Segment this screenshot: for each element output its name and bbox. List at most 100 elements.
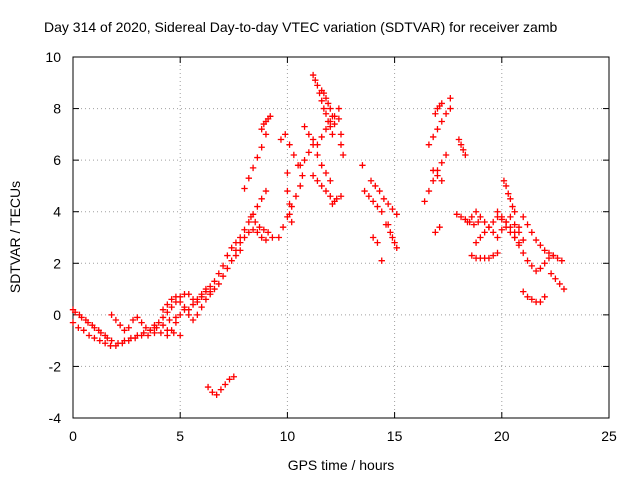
data-point [550,252,557,259]
data-point [258,126,265,133]
data-point [335,115,343,123]
series-mid-17h [429,167,445,184]
series-spikes-14h [369,221,390,264]
data-point [119,340,126,347]
data-point [374,203,381,210]
axis-ticks [72,56,610,419]
data-point [138,332,145,339]
data-point [500,177,508,184]
data-point [185,306,192,313]
data-point [490,229,497,236]
data-point [432,229,439,236]
data-point [75,324,82,331]
data-point [249,226,257,233]
data-point [249,164,257,172]
data-point [447,105,454,112]
data-point [438,100,445,107]
data-point [464,218,471,226]
data-point [477,213,484,221]
data-point [258,234,265,241]
data-point [164,332,171,339]
data-point [299,172,306,179]
data-point [528,262,536,270]
data-point [97,329,105,337]
data-point [494,249,501,257]
data-point [524,221,531,228]
x-axis-label: GPS time / hours [288,457,395,473]
data-point [166,316,173,324]
data-point [442,110,450,117]
data-point [262,131,270,138]
data-point [556,280,563,288]
data-point [284,187,291,195]
data-point [528,229,536,236]
data-point [393,211,400,218]
series-low-19h [468,249,501,262]
data-point [498,226,505,233]
data-point [252,218,259,226]
data-point [457,213,465,221]
data-point [230,373,237,380]
data-point [374,239,381,246]
data-point [309,172,317,179]
data-point [436,223,443,231]
series-col-15h [384,221,400,252]
data-point [515,223,523,231]
x-tick-label: 10 [280,428,296,444]
series-col-10h [284,169,295,226]
data-point [384,200,392,208]
data-point [78,314,85,321]
series-rise-4h [151,239,240,331]
data-point [164,309,171,316]
data-point [245,174,253,182]
data-point [224,252,231,259]
data-point [520,213,527,221]
data-point [339,151,347,159]
data-point [245,229,253,236]
data-point [211,285,218,293]
data-point [541,260,548,267]
data-point [245,218,253,226]
data-point [198,291,205,298]
data-point [369,198,377,205]
series-low-12h-b [329,193,345,208]
data-point [532,267,540,275]
series-tail-21h-b [520,213,557,259]
data-point [275,234,283,241]
series-low-17h [432,223,443,236]
series-end-22h [547,270,568,293]
data-point [470,221,478,228]
data-point [438,177,445,184]
series-band-14h-b [365,193,385,215]
data-point [204,383,212,391]
data-point [507,195,514,203]
data-point [215,270,222,277]
data-point [537,298,544,306]
data-point [146,327,154,334]
data-point [222,381,229,388]
data-point [318,162,325,169]
data-point [262,236,270,244]
data-point [69,319,77,326]
data-point [511,234,518,241]
y-tick-label: 8 [53,101,61,117]
data-point [254,229,261,236]
data-point [520,236,527,244]
series-peak-11h [309,71,336,138]
series-ramp-9h-top [258,113,274,133]
data-point [511,221,518,228]
data-point [131,334,139,342]
data-point [288,218,295,226]
data-point [138,319,145,326]
series-spikes-10h-b [277,131,306,179]
data-point [301,123,308,130]
data-point [194,311,201,319]
data-point [331,120,338,128]
data-point [447,95,454,102]
data-point [297,182,304,190]
series-band-14h [367,177,400,218]
data-point [468,213,475,221]
data-point [322,110,330,117]
series-cluster-20h [494,208,523,236]
